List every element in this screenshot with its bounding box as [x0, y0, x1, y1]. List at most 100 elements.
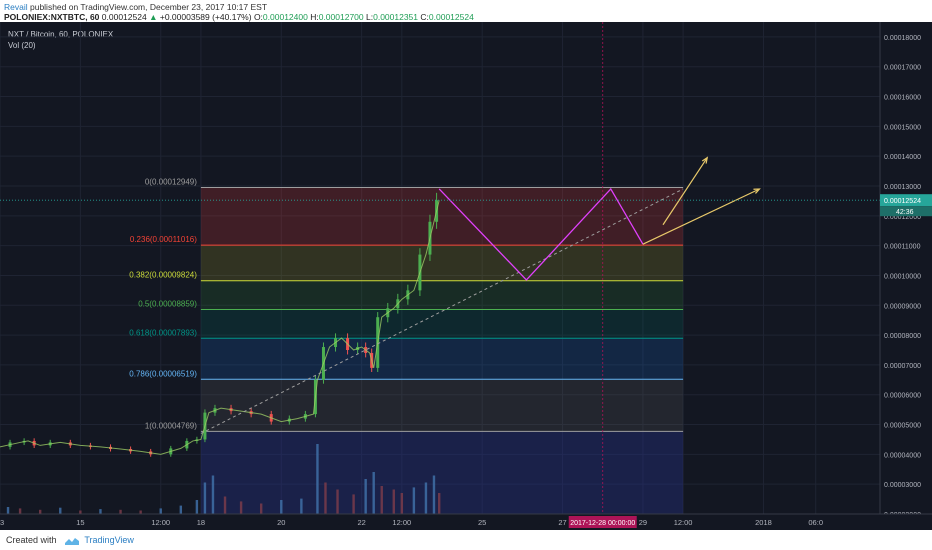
- fib-zone: [200, 280, 684, 310]
- crosshair-date-label: 2017-12-28 00:00:00: [570, 520, 635, 527]
- up-arrow-icon: ▲: [149, 12, 158, 22]
- volume-bar: [336, 489, 339, 514]
- chart-area[interactable]: NXT / Bitcoin, 60, POLONIEX Vol (20) 0(0…: [0, 22, 932, 530]
- volume-bar: [159, 508, 162, 514]
- volume-bar: [18, 508, 22, 514]
- x-tick-label: 20: [277, 518, 285, 527]
- y-tick-label: 0.00010000: [884, 273, 921, 280]
- y-tick-label: 0.00014000: [884, 154, 921, 161]
- high-label: H:: [310, 12, 319, 22]
- countdown-timer: 42:36: [896, 209, 914, 216]
- x-tick-label: 27: [558, 518, 566, 527]
- volume-bar: [139, 510, 142, 514]
- projection-path: [438, 187, 644, 281]
- chart-header: Revail published on TradingView.com, Dec…: [0, 0, 932, 22]
- volume-bar: [6, 507, 10, 514]
- y-tick-label: 0.00015000: [884, 124, 921, 131]
- crosshair-date-tag: [568, 516, 637, 528]
- volume-bar: [300, 498, 303, 514]
- y-tick-label: 0.00011000: [884, 244, 921, 251]
- volume-bar: [364, 479, 367, 514]
- high-value: 0.00012700: [318, 12, 364, 22]
- fib-zone: [200, 338, 684, 380]
- volume-bar: [437, 493, 441, 514]
- volume-bar: [316, 444, 319, 514]
- symbol-name: POLONIEX:NXTBTC, 60: [4, 12, 100, 22]
- fib-level-label: 0.236(0.00011016): [130, 235, 197, 244]
- price-chart[interactable]: 0(0.00012949) 0.236(0.00011016) 0.382(0.00…: [0, 22, 932, 530]
- y-tick-label: 0.00005000: [884, 423, 921, 430]
- close-value: 0.00012524: [428, 12, 474, 22]
- y-tick-label: 0.00008000: [884, 333, 921, 340]
- volume-bar: [324, 482, 327, 514]
- fib-level-label: 0(0.00012949): [145, 178, 197, 187]
- current-price-tag: [880, 194, 932, 207]
- fib-level-label: 0.786(0.00006519): [129, 369, 197, 378]
- trendline-dashed: [200, 188, 684, 434]
- trend-arrow-head: [701, 156, 709, 164]
- fib-zone: [200, 187, 684, 246]
- timer-tag: [880, 206, 932, 217]
- x-tick-label: 12:00: [151, 518, 170, 527]
- x-tick-label: 13: [0, 518, 4, 527]
- y-tick-label: 0.00007000: [884, 363, 921, 370]
- x-tick-label: 06:0: [808, 518, 823, 527]
- x-tick-label: 15: [76, 518, 84, 527]
- open-value: 0.00012400: [262, 12, 308, 22]
- volume-bar: [380, 486, 383, 514]
- y-tick-label: 0.00006000: [884, 393, 921, 400]
- current-price-label: 0.00012524: [884, 198, 921, 205]
- fib-level-label: 1(0.00004769): [145, 421, 197, 430]
- volume-bar: [79, 510, 82, 514]
- y-tick-label: 0.00003000: [884, 482, 921, 489]
- trend-arrow-head: [753, 188, 761, 194]
- volume-bar: [432, 475, 436, 514]
- trend-arrow: [642, 188, 760, 245]
- y-tick-label: 0.00016000: [884, 95, 921, 102]
- y-tick-label: 0.00004000: [884, 452, 921, 459]
- y-tick-label: 0.00017000: [884, 65, 921, 72]
- fib-zone: [200, 379, 684, 432]
- x-tick-label: 12:00: [392, 518, 411, 527]
- fib-zone: [200, 245, 684, 281]
- fib-level-label: 0.382(0.00009824): [129, 271, 197, 280]
- time-axis-bg: [0, 514, 932, 530]
- volume-bar: [195, 500, 199, 514]
- price-line: [0, 200, 440, 455]
- volume-bar: [424, 482, 428, 514]
- volume-bar: [280, 500, 283, 514]
- price-axis-bg: [880, 22, 932, 530]
- tradingview-logo-icon: [65, 537, 80, 545]
- volume-bar: [412, 487, 416, 514]
- volume-bar: [179, 505, 183, 514]
- y-tick-label: 0.00018000: [884, 35, 921, 42]
- open-label: O:: [253, 12, 263, 22]
- volume-bar: [259, 503, 263, 514]
- last-price: 0.00012524: [101, 12, 147, 22]
- x-tick-label: 25: [478, 518, 486, 527]
- volume-bar: [400, 493, 404, 514]
- chart-footer: Created with TradingView: [0, 530, 932, 550]
- low-label: L:: [366, 12, 374, 22]
- volume-legend: Vol (20): [8, 41, 36, 50]
- volume-bar: [223, 496, 227, 514]
- tradingview-brand[interactable]: TradingView: [84, 535, 134, 545]
- x-tick-label: 29: [639, 518, 647, 527]
- created-with-text: Created with: [6, 535, 57, 545]
- publish-line: Revail published on TradingView.com, Dec…: [4, 2, 267, 12]
- y-tick-label: 0.00013000: [884, 184, 921, 191]
- volume-bar: [372, 472, 375, 514]
- y-tick-label: 0.00009000: [884, 303, 921, 310]
- y-tick-label: 0.00012000: [884, 214, 921, 221]
- x-tick-label: 18: [197, 518, 205, 527]
- author-link[interactable]: Revail: [4, 2, 28, 12]
- trend-arrow: [662, 157, 708, 226]
- volume-bar: [119, 509, 122, 514]
- symbol-line: POLONIEX:NXTBTC, 60 0.00012524 ▲ +0.0000…: [4, 12, 474, 22]
- close-label: C:: [420, 12, 429, 22]
- volume-bar: [392, 489, 395, 514]
- price-change: +0.00003589 (+40.17%): [159, 12, 252, 22]
- volume-bar: [38, 509, 42, 514]
- fib-level-label: 0.5(0.00008859): [138, 299, 197, 308]
- chart-legend-title: NXT / Bitcoin, 60, POLONIEX: [8, 30, 114, 39]
